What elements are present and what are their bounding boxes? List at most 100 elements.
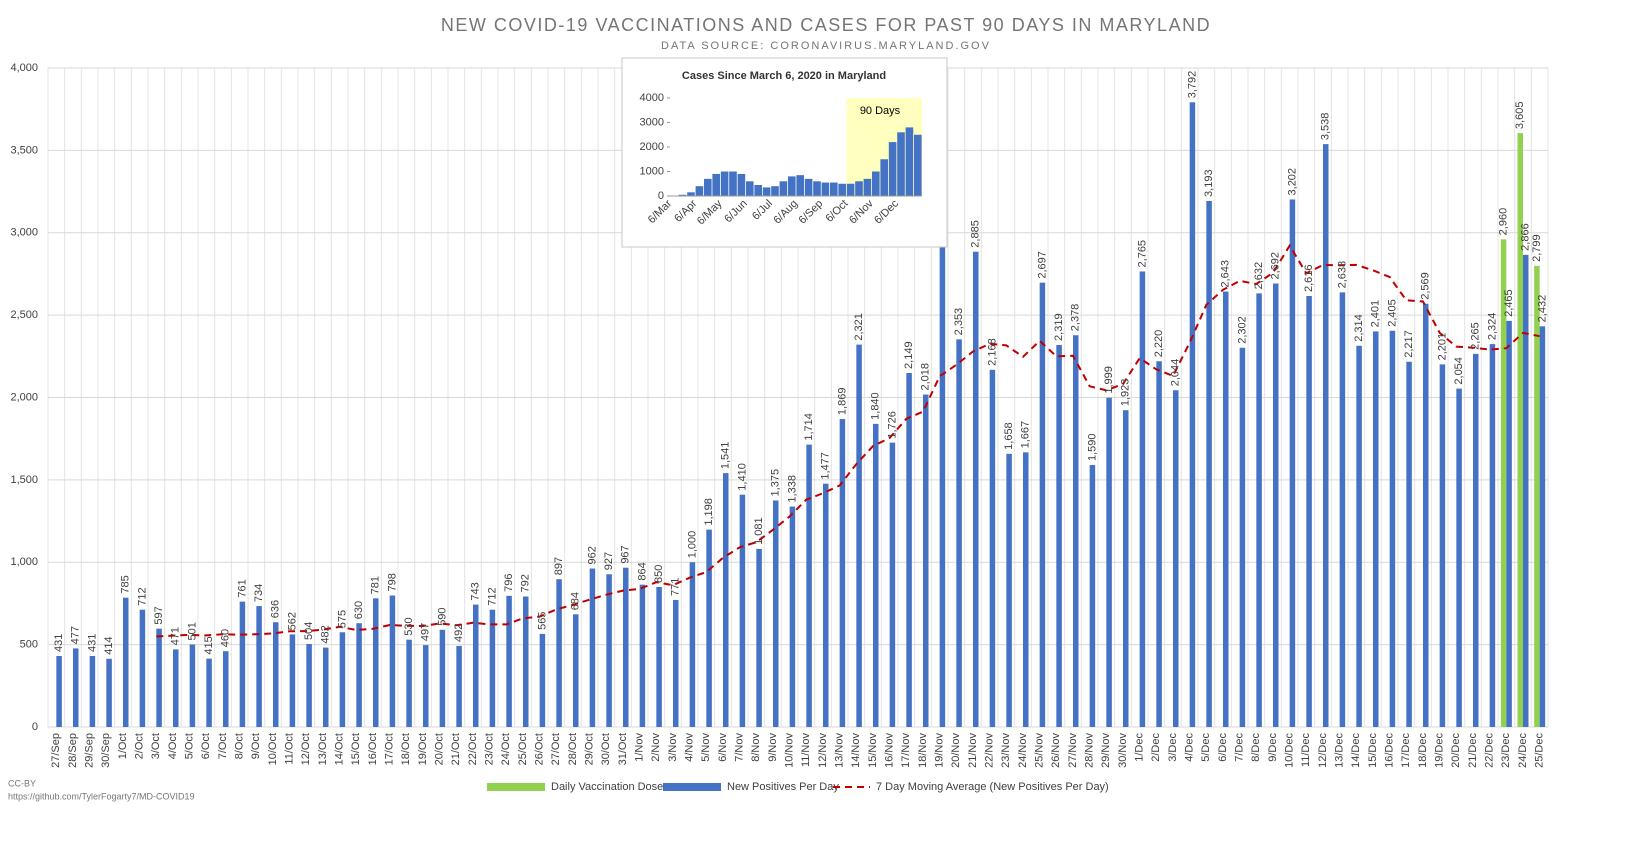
bar <box>771 186 779 196</box>
x-tick-label: 6/Dec <box>1217 733 1229 762</box>
x-tick-label: 7/Dec <box>1234 733 1246 762</box>
data-label: 414 <box>103 636 115 654</box>
bar <box>1289 199 1296 727</box>
bar <box>206 658 212 727</box>
x-tick-label: 23/Oct <box>484 733 496 765</box>
data-label: 2,321 <box>853 313 865 341</box>
bar <box>73 648 79 727</box>
bar <box>123 597 129 727</box>
data-label: 2,044 <box>1170 359 1182 387</box>
bar <box>905 127 914 196</box>
y-tick-label: 1,500 <box>10 474 38 486</box>
bar <box>695 186 704 196</box>
bar <box>813 181 821 196</box>
data-label: 482 <box>320 625 332 643</box>
data-label: 927 <box>603 552 615 570</box>
x-tick-label: 1/Nov <box>634 733 646 762</box>
bar <box>539 633 546 727</box>
bar <box>914 134 922 196</box>
x-tick-label: 29/Oct <box>584 733 596 765</box>
x-tick-label: 29/Nov <box>1100 733 1112 768</box>
data-label: 781 <box>370 576 382 594</box>
bar <box>704 178 712 196</box>
bar <box>830 182 838 196</box>
x-tick-label: 2/Dec <box>1150 733 1162 762</box>
bar <box>406 639 412 727</box>
x-tick-label: 2/Oct <box>134 733 146 759</box>
bar <box>639 584 646 727</box>
bar <box>1223 291 1229 727</box>
y-tick-label: 2000 <box>640 141 664 153</box>
x-tick-label: 16/Oct <box>367 733 379 765</box>
bar <box>739 494 746 727</box>
bar <box>923 394 929 727</box>
x-tick-label: 21/Dec <box>1467 733 1479 768</box>
data-label: 761 <box>236 579 248 597</box>
data-label: 2,765 <box>1136 240 1148 268</box>
bar <box>373 598 379 727</box>
data-label: 2,302 <box>1236 316 1248 344</box>
x-tick-label: 9/Oct <box>250 733 262 759</box>
x-tick-label: 4/Dec <box>1184 733 1196 762</box>
x-tick-label: 8/Dec <box>1250 733 1262 762</box>
data-label: 501 <box>186 622 198 640</box>
bar <box>788 176 796 196</box>
bar <box>806 444 812 727</box>
x-tick-label: 25/Dec <box>1534 733 1546 768</box>
data-label: 734 <box>253 584 265 602</box>
bar <box>773 500 779 727</box>
x-tick-label: 26/Nov <box>1050 733 1062 768</box>
y-tick-label: 0 <box>658 190 664 202</box>
bar <box>1406 361 1412 727</box>
x-tick-label: 5/Oct <box>184 733 196 759</box>
data-label: 1,338 <box>786 475 798 503</box>
moving-average-line <box>156 243 1540 638</box>
bar <box>872 171 880 196</box>
x-tick-label: 22/Oct <box>467 733 479 765</box>
bar <box>473 604 479 727</box>
data-label: 2,692 <box>1270 252 1282 280</box>
bar <box>1339 292 1346 727</box>
bar <box>888 142 897 196</box>
bar <box>729 171 737 196</box>
x-tick-label: 15/Oct <box>350 733 362 765</box>
bar <box>1456 388 1462 727</box>
bar <box>1356 345 1362 727</box>
data-label: 492 <box>453 624 465 642</box>
x-tick-label: 24/Dec <box>1517 733 1529 768</box>
bar <box>556 579 562 727</box>
data-label: 771 <box>670 578 682 596</box>
data-label: 1,667 <box>1020 421 1032 449</box>
x-tick-label: 16/Nov <box>884 733 896 768</box>
chart-subtitle: DATA SOURCE: CORONAVIRUS.MARYLAND.GOV <box>661 40 991 52</box>
x-tick-label: 8/Oct <box>234 733 246 759</box>
bar <box>1323 144 1329 727</box>
x-tick-label: 11/Dec <box>1300 733 1312 768</box>
bar <box>623 567 629 727</box>
data-label: 967 <box>620 545 632 563</box>
bar <box>1306 296 1312 727</box>
bar <box>1073 335 1079 727</box>
bar <box>1373 331 1379 727</box>
bar <box>56 655 62 727</box>
x-tick-label: 31/Oct <box>617 733 629 765</box>
bar <box>1506 320 1512 727</box>
bar <box>1500 239 1507 727</box>
footer-license: CC-BY <box>8 778 36 788</box>
x-tick-label: 28/Sep <box>67 733 79 768</box>
data-label: 1,840 <box>870 392 882 420</box>
data-label: 1,000 <box>686 531 698 559</box>
bar <box>746 181 754 196</box>
data-label: 684 <box>570 592 582 610</box>
bar <box>839 419 846 727</box>
bar <box>356 623 362 727</box>
bar <box>823 483 829 727</box>
bar <box>737 173 746 196</box>
x-tick-label: 30/Sep <box>100 733 112 768</box>
x-tick-label: 30/Nov <box>1117 733 1129 768</box>
x-tick-label: 17/Dec <box>1400 733 1412 768</box>
bar <box>1106 397 1112 727</box>
bar <box>273 622 279 727</box>
data-label: 2,643 <box>1220 260 1232 288</box>
